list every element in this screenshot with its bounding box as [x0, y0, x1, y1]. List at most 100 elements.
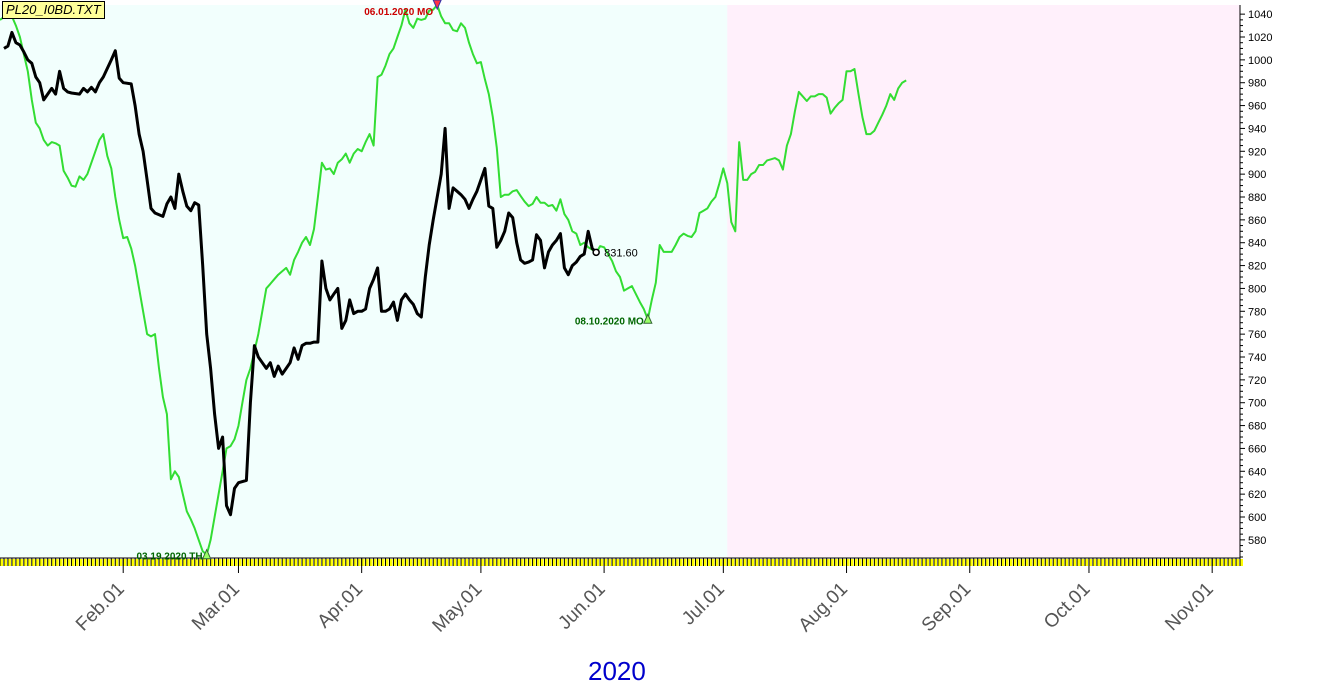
x-tick-yellow	[1172, 559, 1176, 566]
x-tick-yellow	[1216, 559, 1220, 566]
x-tick-yellow	[759, 559, 763, 566]
x-tick-yellow	[782, 559, 786, 566]
x-tick-yellow	[365, 559, 369, 566]
x-tick-yellow	[115, 559, 119, 566]
x-tick-yellow	[95, 559, 99, 566]
x-tick-yellow	[218, 559, 222, 566]
x-axis-ticks	[0, 557, 1243, 566]
x-tick-yellow	[1208, 559, 1212, 566]
x-tick-yellow	[23, 559, 27, 566]
x-tick-yellow	[1124, 559, 1128, 566]
x-tick-yellow	[461, 559, 465, 566]
x-tick-yellow	[349, 559, 353, 566]
x-tick-yellow	[715, 559, 719, 566]
x-tick-yellow	[1108, 559, 1112, 566]
x-tick-yellow	[771, 559, 775, 566]
x-tick-yellow	[1240, 559, 1243, 566]
x-tick-yellow	[786, 559, 790, 566]
x-tick-yellow	[317, 559, 321, 566]
x-tick-yellow	[691, 559, 695, 566]
x-tick-yellow	[457, 559, 461, 566]
x-tick-yellow	[286, 559, 290, 566]
x-tick-yellow	[902, 559, 906, 566]
x-tick-yellow	[413, 559, 417, 566]
x-tick-yellow	[465, 559, 468, 566]
x-tick-label: May.01	[429, 579, 487, 637]
series-price-line	[3, 30, 598, 517]
y-tick-label: 860	[1248, 215, 1266, 227]
x-tick-yellow	[981, 559, 985, 566]
x-tick-yellow	[27, 559, 31, 566]
x-tick-yellow	[623, 559, 627, 566]
x-tick-yellow	[616, 559, 620, 566]
x-tick-yellow	[945, 559, 949, 566]
x-tick-yellow	[385, 559, 389, 566]
y-tick-label: 700	[1248, 398, 1266, 410]
low-marker-icon	[201, 548, 212, 560]
x-tick-yellow	[206, 559, 210, 566]
x-tick-yellow	[973, 559, 977, 566]
x-tick-yellow	[1164, 559, 1168, 566]
x-tick-yellow	[767, 559, 771, 566]
y-tick-label: 940	[1248, 123, 1266, 135]
x-tick-yellow	[707, 559, 711, 566]
x-tick-yellow	[675, 559, 679, 566]
x-tick-yellow	[1112, 559, 1116, 566]
x-tick-yellow	[329, 559, 333, 566]
x-tick-yellow	[1045, 559, 1049, 566]
x-tick-yellow	[568, 559, 572, 566]
x-tick-yellow	[19, 559, 23, 566]
x-tick-yellow	[826, 559, 830, 566]
x-tick-yellow	[572, 559, 576, 566]
x-tick-yellow	[910, 559, 914, 566]
y-tick-label: 980	[1248, 78, 1266, 90]
x-tick-yellow	[969, 559, 973, 566]
x-tick-yellow	[639, 559, 643, 566]
x-tick-yellow	[480, 559, 484, 566]
x-tick-yellow	[310, 559, 313, 566]
x-tick-yellow	[933, 559, 937, 566]
x-tick-yellow	[361, 559, 365, 566]
x-tick-yellow	[870, 559, 874, 566]
x-tick-yellow	[147, 559, 151, 566]
x-tick-yellow	[91, 559, 95, 566]
x-tick-yellow	[472, 559, 476, 566]
y-tick-label: 1020	[1248, 32, 1272, 44]
x-tick-yellow	[174, 559, 178, 566]
x-tick-yellow	[59, 559, 63, 566]
x-tick-yellow	[997, 559, 1001, 566]
x-tick-yellow	[1041, 559, 1045, 566]
x-tick-yellow	[778, 559, 782, 566]
x-tick-yellow	[584, 559, 588, 566]
x-tick-yellow	[890, 559, 894, 566]
x-tick-yellow	[898, 559, 902, 566]
x-tick-yellow	[504, 559, 508, 566]
x-tick-yellow	[1236, 559, 1240, 566]
y-tick-label: 800	[1248, 283, 1266, 295]
x-tick-yellow	[373, 559, 377, 566]
x-tick-yellow	[1156, 559, 1160, 566]
y-tick-label: 760	[1248, 329, 1266, 341]
x-tick-yellow	[393, 559, 397, 566]
x-tick-yellow	[325, 559, 329, 566]
y-tick-label: 880	[1248, 192, 1266, 204]
x-tick-yellow	[878, 559, 882, 566]
x-tick-yellow	[937, 559, 941, 566]
x-tick-yellow	[294, 559, 298, 566]
x-tick-yellow	[170, 559, 174, 566]
x-tick-yellow	[1053, 559, 1057, 566]
x-tick-yellow	[63, 559, 67, 566]
y-tick-label: 920	[1248, 146, 1266, 158]
y-tick-label: 1000	[1248, 55, 1272, 67]
x-tick-yellow	[953, 559, 957, 566]
x-tick-yellow	[957, 559, 961, 566]
x-tick-yellow	[357, 559, 361, 566]
x-tick-yellow	[389, 559, 393, 566]
x-tick-yellow	[222, 559, 226, 566]
x-tick-yellow	[1224, 559, 1228, 566]
x-tick-yellow	[548, 559, 552, 566]
x-tick-yellow	[1065, 559, 1069, 566]
x-tick-yellow	[500, 559, 504, 566]
x-tick-yellow	[226, 559, 230, 566]
